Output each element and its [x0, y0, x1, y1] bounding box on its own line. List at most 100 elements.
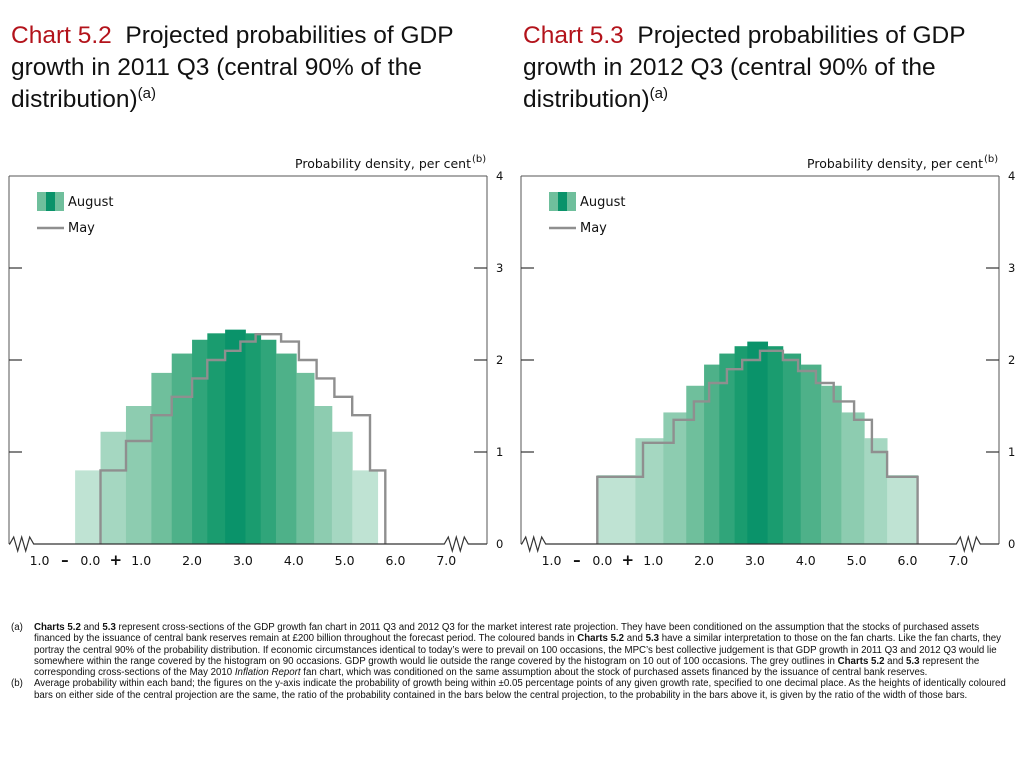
y-axis-label-note: (b) [984, 154, 998, 165]
chart-5-2-title: Chart 5.2 Projected probabilities of GDP… [11, 20, 481, 116]
august-bar [75, 470, 101, 544]
august-bar [314, 406, 333, 544]
y-tick-label: 0 [1008, 537, 1015, 551]
x-tick-label: – [61, 551, 69, 569]
footnote-run: Inflation Report [234, 667, 301, 679]
august-bar [245, 333, 262, 544]
x-tick-label: 3.0 [233, 553, 253, 568]
x-tick-label: 3.0 [745, 553, 765, 568]
footnote-run: 5.3 [906, 655, 920, 667]
y-tick-label: 1 [496, 445, 503, 459]
x-tick-label: 2.0 [694, 553, 714, 568]
footnote-run: 5.3 [102, 622, 116, 633]
footnote-a-marker: (a) [11, 622, 23, 633]
may-outline [596, 349, 919, 544]
august-bar [597, 475, 636, 544]
chart-5-2: Probability density, per cent (b) 0 1 2 3 4 1.0… [8, 154, 503, 569]
x-tick-label: – [573, 551, 581, 569]
august-bar [887, 475, 919, 544]
august-bar [192, 339, 208, 544]
august-bar [125, 406, 152, 544]
x-tick-label: 2.0 [182, 553, 202, 568]
x-tick-label: 1.0 [30, 553, 50, 568]
x-tick-label: 4.0 [284, 553, 304, 568]
august-bar [171, 353, 193, 544]
footnote-a-text: Charts 5.2 and 5.3 represent cross-secti… [34, 622, 1001, 678]
august-bar [352, 470, 379, 544]
august-bar [800, 364, 822, 544]
chart-5-2-title-text: Projected probabilities of GDP growth in… [11, 22, 454, 113]
y-tick-label: 3 [496, 261, 503, 275]
august-bar [704, 364, 720, 544]
august-bar [207, 333, 226, 544]
footnote-run: Charts 5.2 [34, 622, 81, 633]
footnote-a: (a) Charts 5.2 and 5.3 represent cross-se… [11, 622, 1011, 678]
footnote-run: represent the corresponding cross-sectio… [34, 655, 980, 679]
chart-5-3-title-note: (a) [649, 84, 668, 102]
chart-5-3: Probability density, per cent (b) 0 1 2 3 4 1.0… [520, 154, 1015, 569]
may-outline [99, 332, 387, 544]
legend-may-label: May [68, 221, 95, 236]
x-tick-label: + [621, 551, 634, 569]
august-bar [151, 372, 173, 544]
x-tick-label: 1.0 [131, 553, 151, 568]
y-tick-label: 0 [496, 537, 503, 551]
y-tick-label: 1 [1008, 445, 1015, 459]
august-bar [719, 353, 735, 544]
x-tick-label: 0.0 [80, 553, 100, 568]
august-bar [635, 438, 664, 544]
august-bar [296, 372, 315, 544]
legend-august-swatch-center [558, 192, 567, 211]
footnote-run: have a similar interpretation to those o… [34, 633, 1002, 667]
legend-august-label: August [580, 195, 626, 210]
legend-august-label: August [68, 195, 114, 210]
august-bar [663, 412, 687, 544]
x-tick-label: 7.0 [436, 553, 456, 568]
footnote-b: (b) Average probability within each band;… [11, 678, 1011, 701]
august-bar [225, 329, 246, 544]
y-axis-label: Probability density, per cent [807, 156, 983, 171]
chart-5-3-title: Chart 5.3 Projected probabilities of GDP… [523, 20, 1023, 116]
chart-5-3-title-text: Projected probabilities of GDP growth in… [523, 22, 966, 113]
footnote-b-text: Average probability within each band; th… [34, 678, 1006, 700]
footnote-run: fan chart, which was conditioned on the … [300, 667, 928, 679]
x-tick-label: 1.0 [643, 553, 663, 568]
x-tick-label: 1.0 [542, 553, 562, 568]
legend-august-swatch-center [46, 192, 55, 211]
x-tick-label: 4.0 [796, 553, 816, 568]
footnote-b-marker: (b) [11, 678, 23, 690]
chart-5-3-label: Chart 5.3 [523, 22, 624, 49]
y-tick-label: 2 [496, 353, 503, 367]
august-bar [331, 431, 353, 544]
x-axis-line-with-breaks [9, 534, 487, 554]
chart-5-2-title-note: (a) [137, 84, 156, 102]
footnotes: (a) Charts 5.2 and 5.3 represent cross-se… [11, 622, 1011, 701]
august-bar [275, 353, 297, 544]
footnote-run: Charts 5.2 [837, 655, 885, 667]
x-tick-label: 5.0 [847, 553, 867, 568]
august-bar [747, 341, 769, 544]
legend-august-swatch-right [55, 192, 64, 211]
legend-august-swatch-left [37, 192, 46, 211]
legend-may-label: May [580, 221, 607, 236]
august-bar [782, 353, 802, 544]
y-tick-label: 3 [1008, 261, 1015, 275]
footnote-run: Charts 5.2 [577, 633, 625, 645]
x-tick-label: 0.0 [592, 553, 612, 568]
footnote-run: 5.3 [645, 633, 660, 645]
x-tick-label: 7.0 [948, 553, 968, 568]
x-tick-label: + [109, 551, 122, 569]
august-bar [686, 385, 705, 544]
footnote-run: and [624, 633, 646, 645]
footnote-run: and [80, 622, 103, 633]
x-tick-label: 6.0 [386, 553, 406, 568]
august-bar [260, 339, 277, 544]
y-tick-label: 4 [496, 169, 503, 183]
legend-august-swatch-left [549, 192, 558, 211]
y-tick-label: 2 [1008, 353, 1015, 367]
x-axis-line-with-breaks [521, 534, 999, 554]
august-bar [841, 412, 865, 544]
y-axis-label-note: (b) [472, 154, 486, 165]
footnote-run: Average probability within each band; th… [34, 678, 1006, 701]
y-axis-label: Probability density, per cent [295, 156, 471, 171]
